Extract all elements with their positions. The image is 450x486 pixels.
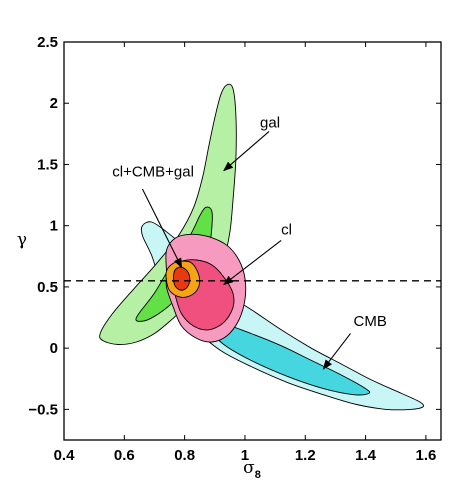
annotation-label-cl: cl [281,221,292,238]
confidence-regions [99,83,425,411]
x-tick-label: 0.6 [114,447,135,464]
y-tick-label: 0.5 [37,279,58,296]
y-tick-label: 1.5 [37,156,58,173]
x-tick-label: 1 [241,447,249,464]
y-tick-label: 1 [50,218,58,235]
x-tick-label: 0.8 [174,447,195,464]
x-axis-label: σ8 [243,458,261,481]
region-cmb-inner [214,323,371,396]
y-tick-label: 0 [50,340,58,357]
y-tick-label: 2 [50,95,58,112]
annotation-label-cmb: CMB [354,313,387,330]
y-tick-label: 2.5 [37,34,58,51]
y-axis-label: γ [17,230,27,250]
x-tick-label: 1.4 [355,447,377,464]
y-tick-label: −0.5 [28,401,58,418]
annotations: gal cl+CMB+gal cl CMB [112,115,387,370]
region-cl-cmb-gal-inner [173,266,191,291]
annotation-arrow-cl [223,239,282,286]
plot-frame [63,41,442,441]
x-tick-label: 0.4 [54,447,76,464]
annotation-arrow-cmb [322,333,351,370]
x-tick-label: 1.6 [415,447,436,464]
x-tick-label: 1.2 [295,447,316,464]
annotation-label-gal: gal [260,115,280,132]
annotation-arrow-cl-cmb-gal [141,188,183,269]
axis-ticks: 0.4 0.6 0.8 1 1.2 1.4 1.6 −0.5 0 0.5 1 1.5 2 2.5 [28,34,441,464]
annotation-label-cl-cmb-gal: cl+CMB+gal [112,164,194,181]
annotation-arrow-gal [223,130,270,172]
